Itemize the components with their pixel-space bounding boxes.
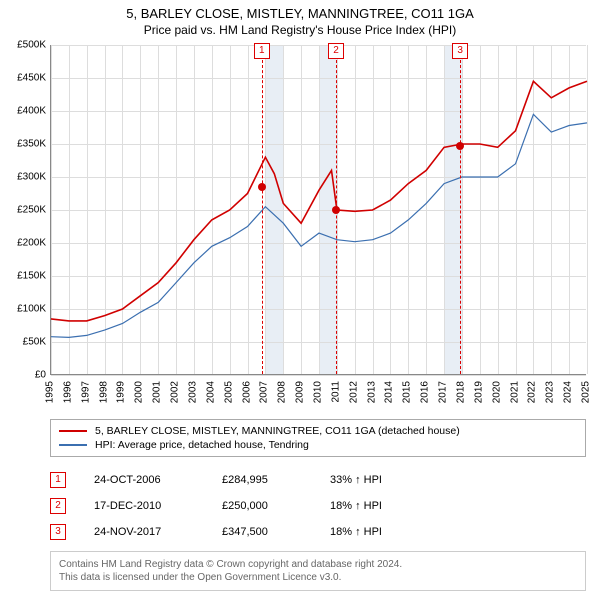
transaction-row: 1 24-OCT-2006 £284,995 33% ↑ HPI <box>50 467 590 493</box>
legend-swatch-hpi <box>59 444 87 446</box>
y-tick-label: £100K <box>17 304 46 315</box>
legend-item-hpi: HPI: Average price, detached house, Tend… <box>59 438 577 452</box>
data-point <box>456 142 464 150</box>
transaction-marker: 3 <box>50 524 66 540</box>
x-tick-label: 2024 <box>563 381 574 403</box>
x-tick-label: 2017 <box>438 381 449 403</box>
transaction-price: £347,500 <box>222 526 302 538</box>
x-tick-label: 2006 <box>241 381 252 403</box>
x-tick-label: 2007 <box>259 381 270 403</box>
x-tick-label: 1999 <box>116 381 127 403</box>
x-tick-label: 2013 <box>366 381 377 403</box>
y-tick-label: £200K <box>17 238 46 249</box>
transaction-date: 24-NOV-2017 <box>94 526 194 538</box>
y-tick-label: £450K <box>17 73 46 84</box>
x-tick-label: 2025 <box>581 381 592 403</box>
y-tick-label: £150K <box>17 271 46 282</box>
transaction-pct: 18% ↑ HPI <box>330 526 430 538</box>
x-tick-label: 2020 <box>491 381 502 403</box>
reference-marker: 1 <box>254 43 270 59</box>
transaction-marker: 2 <box>50 498 66 514</box>
transaction-row: 3 24-NOV-2017 £347,500 18% ↑ HPI <box>50 519 590 545</box>
reference-line <box>460 45 461 374</box>
x-tick-label: 2021 <box>509 381 520 403</box>
legend-item-price: 5, BARLEY CLOSE, MISTLEY, MANNINGTREE, C… <box>59 424 577 438</box>
y-tick-label: £400K <box>17 106 46 117</box>
x-tick-label: 2011 <box>330 381 341 403</box>
x-tick-label: 1996 <box>62 381 73 403</box>
transaction-pct: 33% ↑ HPI <box>330 474 430 486</box>
x-tick-label: 2002 <box>170 381 181 403</box>
x-tick-label: 1997 <box>80 381 91 403</box>
transaction-price: £250,000 <box>222 500 302 512</box>
line-chart-svg <box>51 45 586 374</box>
x-tick-label: 2019 <box>473 381 484 403</box>
transaction-price: £284,995 <box>222 474 302 486</box>
x-tick-label: 1998 <box>98 381 109 403</box>
series-hpi <box>51 114 587 337</box>
y-tick-label: £500K <box>17 40 46 51</box>
x-tick-label: 2016 <box>420 381 431 403</box>
transaction-date: 24-OCT-2006 <box>94 474 194 486</box>
x-tick-label: 2000 <box>134 381 145 403</box>
x-tick-label: 2008 <box>277 381 288 403</box>
chart-area: £0 £50K £100K £150K £200K £250K £300K £350K £400… <box>10 45 590 415</box>
y-tick-label: £300K <box>17 172 46 183</box>
transaction-row: 2 17-DEC-2010 £250,000 18% ↑ HPI <box>50 493 590 519</box>
data-point <box>258 183 266 191</box>
transaction-date: 17-DEC-2010 <box>94 500 194 512</box>
y-tick-label: £350K <box>17 139 46 150</box>
chart-subtitle: Price paid vs. HM Land Registry's House … <box>10 23 590 37</box>
x-tick-label: 2018 <box>455 381 466 403</box>
x-tick-label: 2003 <box>187 381 198 403</box>
x-tick-label: 2015 <box>402 381 413 403</box>
x-tick-label: 1995 <box>45 381 56 403</box>
legend-label-price: 5, BARLEY CLOSE, MISTLEY, MANNINGTREE, C… <box>95 425 460 437</box>
gridline-h <box>51 375 586 376</box>
legend: 5, BARLEY CLOSE, MISTLEY, MANNINGTREE, C… <box>50 419 586 457</box>
y-axis-labels: £0£50K£100K£150K£200K£250K£300K£350K£400… <box>10 45 48 375</box>
plot-area: 1 2 3 <box>50 45 586 375</box>
x-tick-label: 2001 <box>152 381 163 403</box>
footer: Contains HM Land Registry data © Crown c… <box>50 551 586 591</box>
footer-line1: Contains HM Land Registry data © Crown c… <box>59 558 577 571</box>
x-tick-label: 2023 <box>545 381 556 403</box>
x-tick-label: 2010 <box>313 381 324 403</box>
transaction-pct: 18% ↑ HPI <box>330 500 430 512</box>
reference-marker: 2 <box>328 43 344 59</box>
y-tick-label: £0 <box>35 370 46 381</box>
y-tick-label: £50K <box>23 337 46 348</box>
y-tick-label: £250K <box>17 205 46 216</box>
x-tick-label: 2005 <box>223 381 234 403</box>
legend-label-hpi: HPI: Average price, detached house, Tend… <box>95 439 309 451</box>
chart-title: 5, BARLEY CLOSE, MISTLEY, MANNINGTREE, C… <box>10 6 590 21</box>
x-tick-label: 2009 <box>295 381 306 403</box>
footer-line2: This data is licensed under the Open Gov… <box>59 571 577 584</box>
chart-container: 5, BARLEY CLOSE, MISTLEY, MANNINGTREE, C… <box>0 0 600 595</box>
x-tick-label: 2014 <box>384 381 395 403</box>
gridline-v <box>587 45 588 374</box>
x-axis-labels: 1995199619971998199920002001200220032004… <box>50 377 586 413</box>
data-point <box>332 206 340 214</box>
transaction-table: 1 24-OCT-2006 £284,995 33% ↑ HPI 2 17-DEC-201… <box>50 467 590 545</box>
transaction-marker: 1 <box>50 472 66 488</box>
x-tick-label: 2004 <box>205 381 216 403</box>
series-price_paid <box>51 81 587 321</box>
legend-swatch-price <box>59 430 87 432</box>
x-tick-label: 2012 <box>348 381 359 403</box>
reference-line <box>262 45 263 374</box>
reference-marker: 3 <box>452 43 468 59</box>
x-tick-label: 2022 <box>527 381 538 403</box>
